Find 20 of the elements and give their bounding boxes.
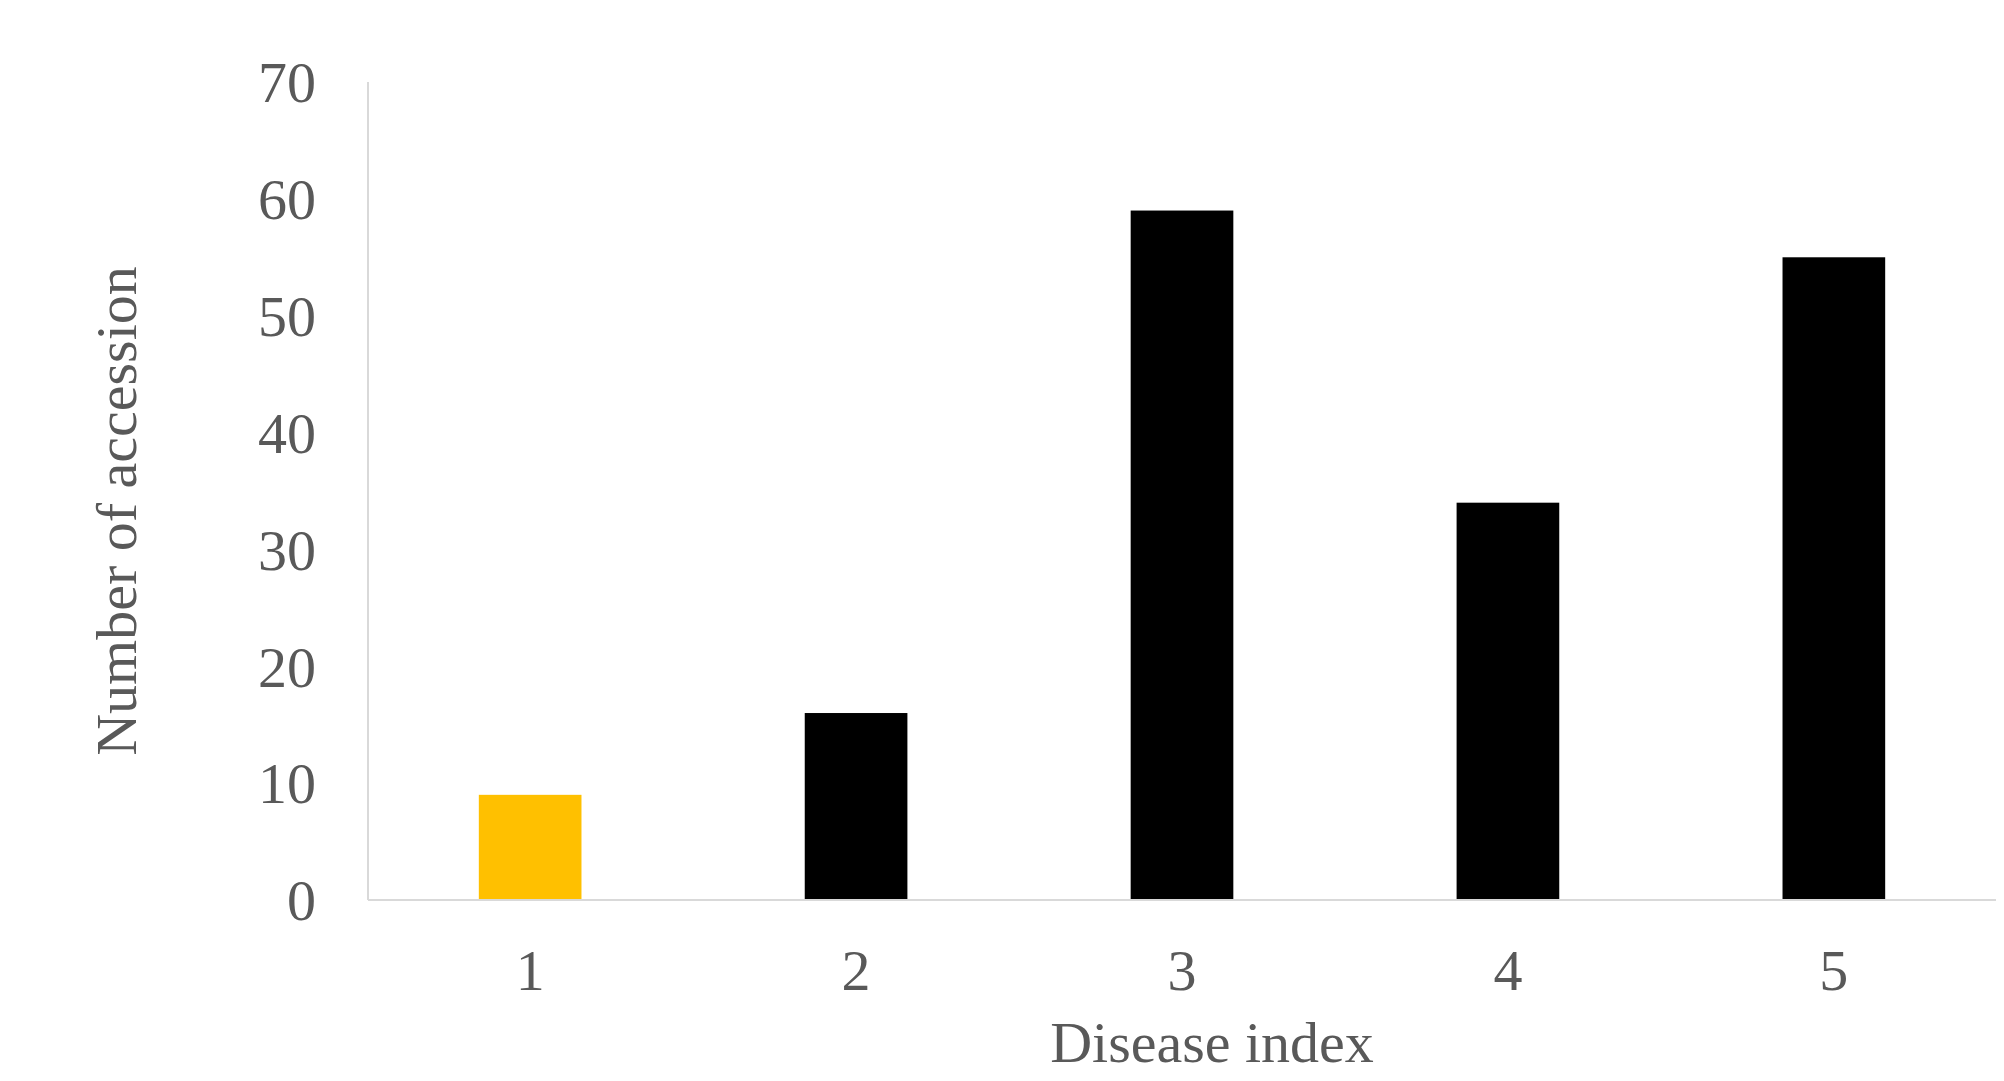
y-tick-label: 70	[258, 50, 316, 116]
x-tick-label: 2	[841, 938, 871, 1003]
x-tick-label: 1	[515, 938, 545, 1003]
bar	[1456, 502, 1560, 900]
bar	[1130, 210, 1234, 900]
x-tick-label: 3	[1167, 938, 1197, 1003]
y-tick-label: 30	[258, 517, 316, 583]
y-tick-label: 40	[258, 400, 316, 466]
x-axis-title: Disease index	[1050, 1010, 1374, 1075]
bar	[1782, 257, 1886, 900]
bar	[804, 713, 908, 900]
y-tick-label: 20	[258, 634, 316, 700]
x-tick-label: 4	[1493, 938, 1523, 1003]
y-tick-label: 0	[287, 868, 316, 934]
y-tick-label: 60	[258, 167, 316, 233]
y-axis-title: Number of accession	[84, 266, 149, 756]
x-tick-label: 5	[1819, 938, 1849, 1003]
bar	[478, 794, 582, 900]
y-tick-label: 50	[258, 284, 316, 350]
y-tick-label: 10	[258, 751, 316, 817]
